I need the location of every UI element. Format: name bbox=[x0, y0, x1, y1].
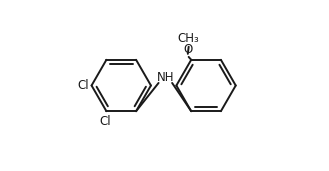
Text: Cl: Cl bbox=[77, 79, 89, 92]
Text: NH: NH bbox=[157, 71, 174, 84]
Text: O: O bbox=[183, 43, 192, 56]
Text: CH₃: CH₃ bbox=[178, 32, 200, 45]
Text: Cl: Cl bbox=[100, 115, 112, 128]
